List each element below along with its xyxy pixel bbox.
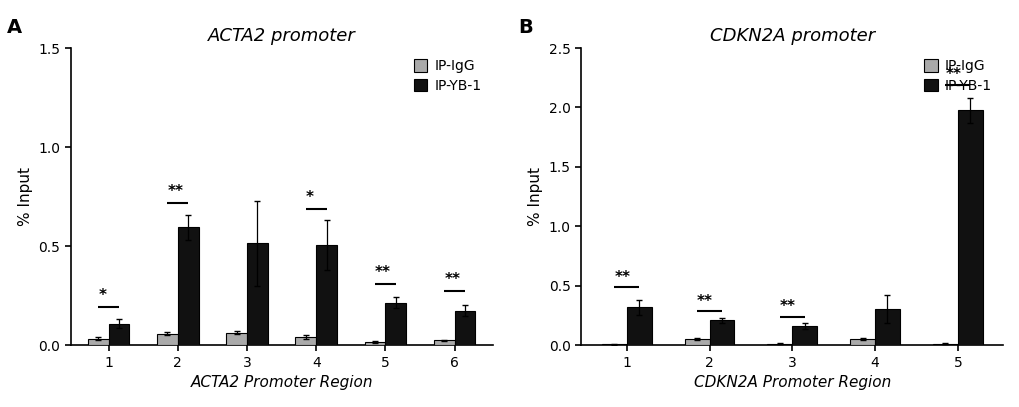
Bar [626, 307, 651, 346]
Bar [454, 311, 475, 346]
Bar [957, 110, 981, 346]
Text: **: ** [613, 270, 630, 285]
Text: **: ** [375, 265, 390, 280]
Bar [316, 245, 336, 346]
Bar [226, 333, 247, 346]
Bar [932, 344, 957, 346]
Text: **: ** [945, 68, 961, 83]
Bar [433, 340, 454, 346]
Bar [766, 344, 792, 346]
Legend: IP-IgG, IP-YB-1: IP-IgG, IP-YB-1 [409, 55, 485, 97]
Text: A: A [7, 18, 22, 37]
Y-axis label: % Input: % Input [17, 167, 33, 226]
Text: **: ** [167, 184, 183, 199]
Bar [177, 228, 199, 346]
Text: **: ** [780, 300, 795, 315]
Bar [364, 342, 385, 346]
Bar [709, 320, 734, 346]
Title: CDKN2A promoter: CDKN2A promoter [709, 27, 874, 45]
Bar [88, 339, 108, 346]
Text: *: * [98, 288, 106, 303]
Bar [247, 243, 268, 346]
X-axis label: CDKN2A Promoter Region: CDKN2A Promoter Region [693, 375, 890, 390]
Y-axis label: % Input: % Input [528, 167, 543, 226]
Bar [108, 324, 129, 346]
Bar [684, 339, 709, 346]
Legend: IP-IgG, IP-YB-1: IP-IgG, IP-YB-1 [919, 55, 996, 97]
Bar [296, 337, 316, 346]
Bar [157, 334, 177, 346]
Bar [874, 309, 899, 346]
Bar [385, 303, 406, 346]
Bar [850, 339, 874, 346]
Text: B: B [518, 18, 532, 37]
Title: ACTA2 promoter: ACTA2 promoter [208, 27, 356, 45]
Text: **: ** [443, 272, 460, 287]
Bar [601, 344, 626, 346]
X-axis label: ACTA2 Promoter Region: ACTA2 Promoter Region [191, 375, 373, 390]
Text: *: * [306, 190, 314, 205]
Bar [792, 326, 816, 346]
Text: **: ** [696, 294, 712, 309]
